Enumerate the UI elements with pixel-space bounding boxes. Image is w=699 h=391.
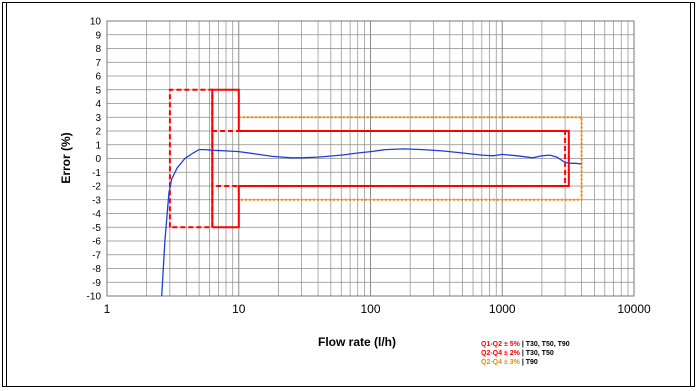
- y-tick-label: -8: [92, 264, 101, 275]
- x-tick-labels: 1 10 100 1000 10000: [104, 302, 651, 316]
- y-tick-label: -6: [92, 237, 101, 248]
- frame-right-rule: [690, 2, 691, 387]
- legend-entry-1: Q1-Q2 ± 5% | T30, T50, T90: [481, 340, 570, 349]
- x-tick-label: 10000: [617, 302, 651, 316]
- y-axis-label: Error (%): [59, 132, 73, 183]
- plot-border: [106, 20, 635, 297]
- legend-tests-3: | T90: [521, 359, 538, 366]
- y-tick-label: -9: [92, 278, 101, 289]
- legend-entry-2: Q2-Q4 ± 2% | T30, T50: [481, 349, 570, 358]
- y-tick-label: 1: [95, 140, 101, 151]
- x-tick-label: 1000: [489, 302, 516, 316]
- x-tick-label: 100: [360, 302, 380, 316]
- legend-label-1: Q1-Q2 ± 5%: [481, 341, 520, 348]
- y-tick-label: -4: [92, 209, 101, 220]
- y-tick-label: 10: [90, 17, 102, 28]
- envelope-line-3: [238, 116, 583, 201]
- y-tick-label: 4: [95, 99, 101, 110]
- x-tick-label: 1: [104, 302, 111, 316]
- y-tick-label: 9: [95, 30, 101, 41]
- envelope-line-2: [211, 88, 570, 229]
- y-tick-label: -3: [92, 195, 101, 206]
- series-group: [161, 148, 582, 297]
- legend-tests-2: | T30, T50: [521, 350, 554, 357]
- y-tick-label: -1: [92, 168, 101, 179]
- legend: Q1-Q2 ± 5% | T30, T50, T90 Q2-Q4 ± 2% | …: [481, 340, 570, 367]
- y-tick-label: -7: [92, 250, 101, 261]
- frame-left-rule: [6, 2, 7, 387]
- legend-label-2: Q2-Q4 ± 2%: [481, 350, 520, 357]
- y-tick-label: 5: [95, 85, 101, 96]
- y-tick-label: 2: [95, 127, 101, 138]
- y-tick-label: 0: [95, 154, 101, 165]
- grid: [106, 20, 635, 297]
- y-tick-label: 8: [95, 44, 101, 55]
- x-axis-label: Flow rate (l/h): [318, 335, 396, 349]
- series-line-1: [161, 148, 582, 297]
- y-tick-label: 7: [95, 58, 101, 69]
- legend-entry-3: Q2-Q4 ± 3% | T90: [481, 358, 570, 367]
- y-tick-label: 3: [95, 113, 101, 124]
- tolerance-envelopes: [168, 88, 583, 229]
- y-tick-label: -5: [92, 223, 101, 234]
- y-tick-label: -2: [92, 182, 101, 193]
- y-tick-label: 6: [95, 72, 101, 83]
- x-tick-label: 10: [232, 302, 246, 316]
- chart-frame: [2, 2, 695, 387]
- y-tick-label: -10: [87, 292, 102, 303]
- legend-tests-1: | T30, T50, T90: [521, 341, 570, 348]
- legend-label-3: Q2-Q4 ± 3%: [481, 359, 520, 366]
